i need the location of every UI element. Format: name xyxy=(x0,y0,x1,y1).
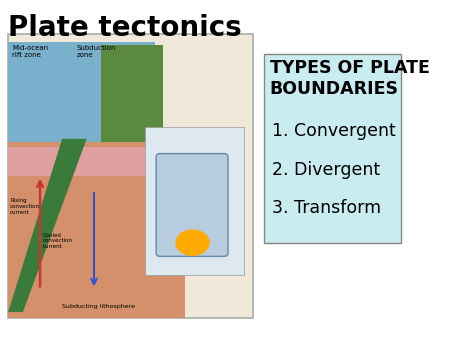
Text: 2. Divergent: 2. Divergent xyxy=(272,161,380,178)
Bar xyxy=(8,42,155,162)
Text: Plate tectonics: Plate tectonics xyxy=(8,14,242,42)
Text: 1. Convergent: 1. Convergent xyxy=(272,122,396,140)
Text: TYPES OF PLATE
BOUNDARIES: TYPES OF PLATE BOUNDARIES xyxy=(270,59,430,98)
Polygon shape xyxy=(8,139,87,312)
Bar xyxy=(101,45,162,153)
FancyBboxPatch shape xyxy=(156,154,228,256)
Bar xyxy=(145,127,243,275)
Text: Cooled
convection
current: Cooled convection current xyxy=(42,233,72,249)
Text: Subducting lithosphere: Subducting lithosphere xyxy=(62,304,135,309)
Text: 3. Transform: 3. Transform xyxy=(272,199,381,217)
Text: Subduction
zone: Subduction zone xyxy=(77,45,117,58)
Text: Rising
convection
current: Rising convection current xyxy=(10,198,40,215)
Bar xyxy=(8,34,253,318)
Bar xyxy=(8,142,185,318)
Text: Mid-ocean
rift zone: Mid-ocean rift zone xyxy=(12,45,49,58)
Ellipse shape xyxy=(176,230,210,256)
Bar xyxy=(8,147,185,176)
Bar xyxy=(264,54,400,243)
